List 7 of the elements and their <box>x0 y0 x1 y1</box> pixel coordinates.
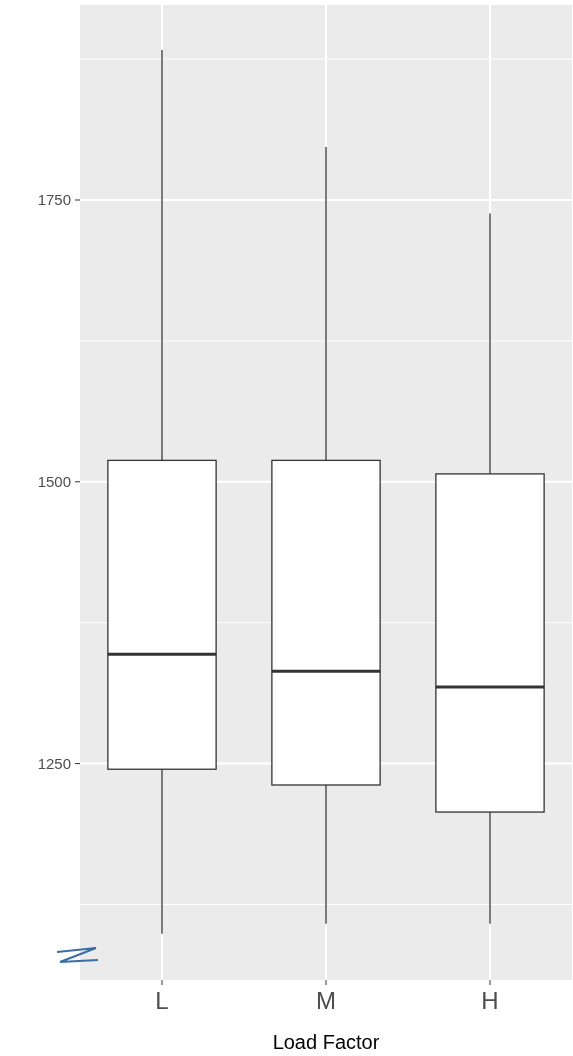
x-tick-label: M <box>316 987 336 1014</box>
x-tick-label: H <box>481 987 499 1014</box>
x-axis-title: Load Factor <box>272 1031 380 1053</box>
y-tick-label: 1750 <box>37 191 71 209</box>
y-tick-label: 1500 <box>37 473 71 491</box>
y-tick-label: 1250 <box>37 754 71 772</box>
x-tick-label: L <box>155 987 169 1014</box>
